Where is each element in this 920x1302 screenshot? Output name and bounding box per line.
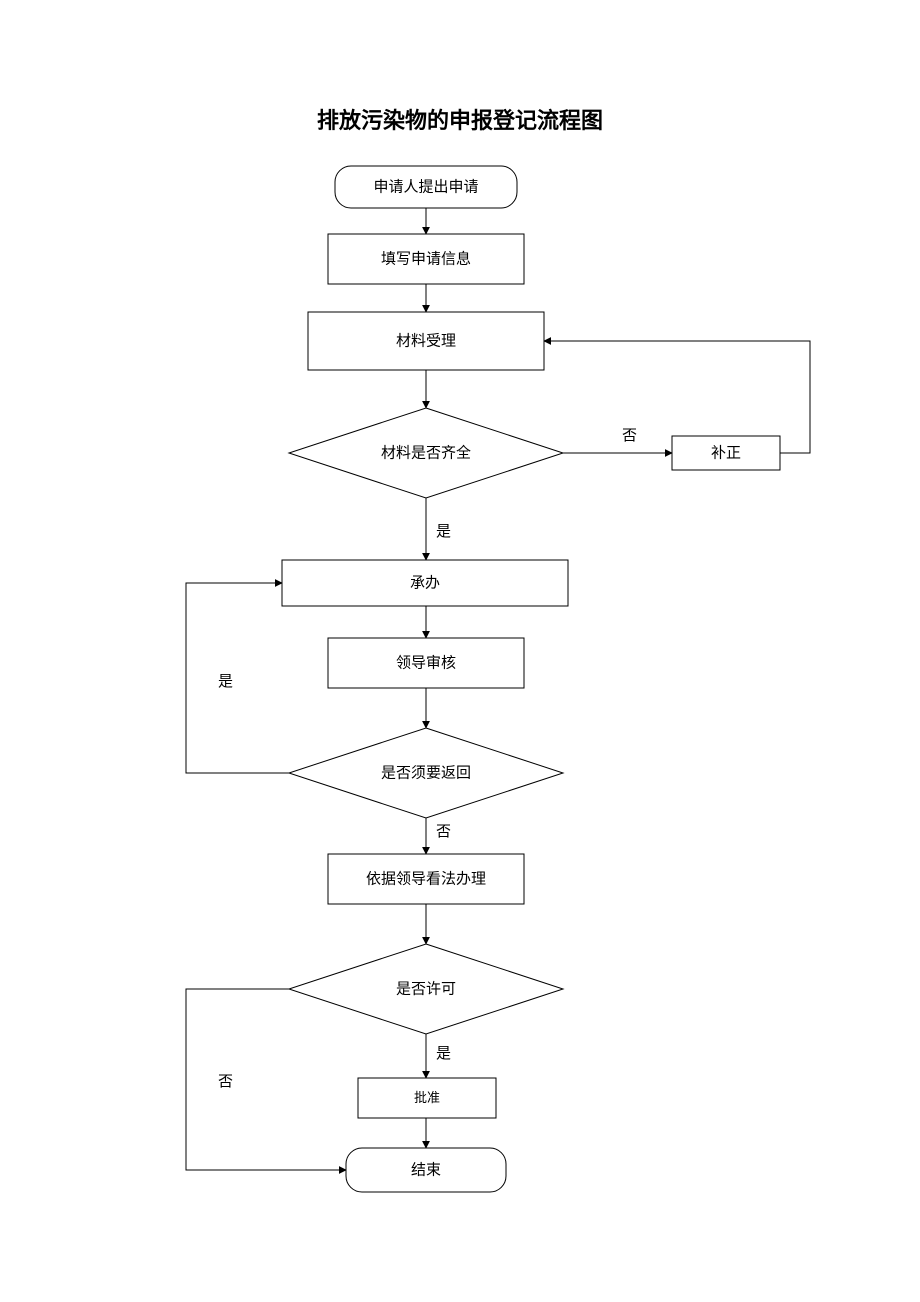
node-label-complete: 材料是否齐全 xyxy=(381,443,471,461)
node-label-correct: 补正 xyxy=(711,444,741,461)
flowchart-title: 排放污染物的申报登记流程图 xyxy=(0,103,920,135)
edge-label-complete-correct: 否 xyxy=(622,428,637,444)
node-label-handle: 承办 xyxy=(410,574,440,591)
edge-label-complete-handle: 是 xyxy=(436,524,451,540)
node-label-fill: 填写申请信息 xyxy=(381,250,471,267)
node-correct: 补正 xyxy=(672,436,780,470)
edge-label-permit-end: 否 xyxy=(218,1074,233,1090)
node-handle: 承办 xyxy=(282,560,568,606)
flowchart-page: 排放污染物的申报登记流程图 否是是否是否申请人提出申请填写申请信息材料受理材料是… xyxy=(0,0,920,1302)
flowchart-canvas: 否是是否是否申请人提出申请填写申请信息材料受理材料是否齐全补正承办领导审核是否须… xyxy=(0,0,920,1302)
node-process: 依据领导看法办理 xyxy=(328,854,524,904)
edge-return-to-handle xyxy=(186,583,289,773)
edge-label-permit-approve: 是 xyxy=(436,1046,451,1062)
node-label-process: 依据领导看法办理 xyxy=(366,870,486,887)
node-approve: 批准 xyxy=(358,1078,496,1118)
node-complete: 材料是否齐全 xyxy=(289,408,563,498)
node-end: 结束 xyxy=(346,1148,506,1192)
node-label-approve: 批准 xyxy=(414,1090,440,1105)
edge-permit-to-end xyxy=(186,989,346,1170)
node-permit: 是否许可 xyxy=(289,944,563,1034)
node-label-accept: 材料受理 xyxy=(396,332,456,349)
node-label-permit: 是否许可 xyxy=(396,980,456,997)
node-label-review: 领导审核 xyxy=(396,654,456,671)
node-accept: 材料受理 xyxy=(308,312,544,370)
edge-label-return-handle: 是 xyxy=(218,674,233,690)
node-return: 是否须要返回 xyxy=(289,728,563,818)
node-label-end: 结束 xyxy=(411,1161,441,1178)
node-fill: 填写申请信息 xyxy=(328,234,524,284)
node-start: 申请人提出申请 xyxy=(335,166,517,208)
edge-label-return-process: 否 xyxy=(436,824,451,840)
node-review: 领导审核 xyxy=(328,638,524,688)
node-label-start: 申请人提出申请 xyxy=(373,178,478,195)
node-label-return: 是否须要返回 xyxy=(381,764,471,781)
